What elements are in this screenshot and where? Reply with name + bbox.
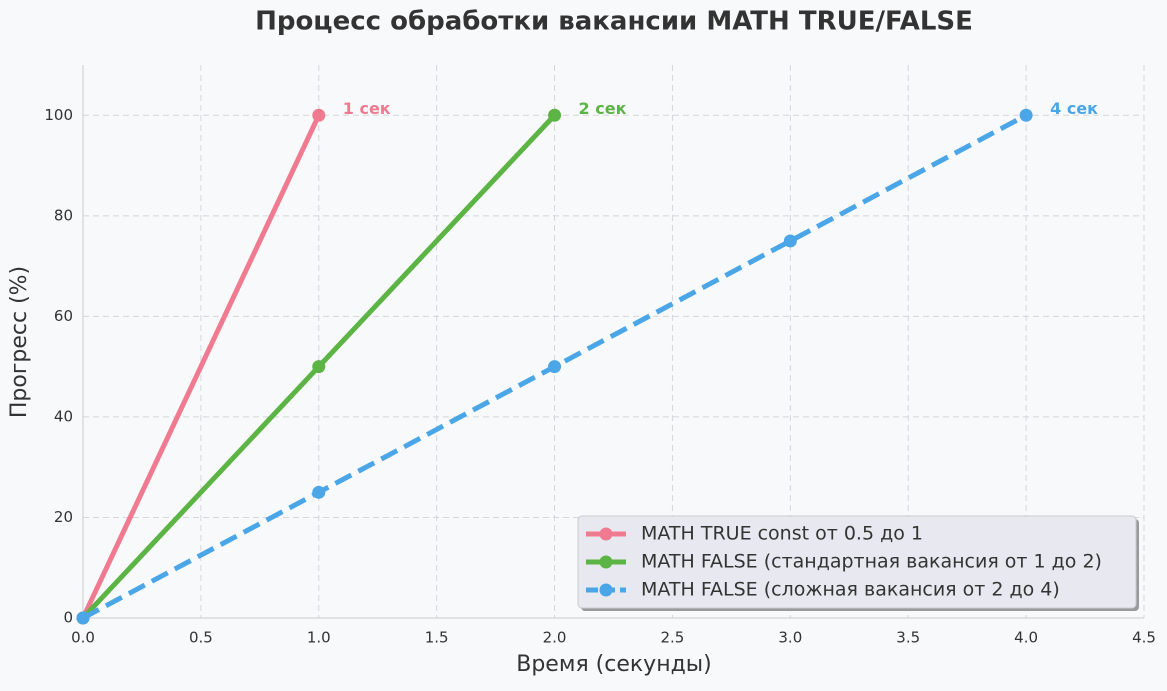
data-point	[76, 611, 90, 625]
x-tick-label: 3.0	[778, 629, 802, 647]
legend-label: MATH TRUE const от 0.5 до 1	[641, 523, 923, 545]
y-tick-label: 40	[54, 407, 73, 425]
x-tick-label: 4.5	[1132, 629, 1156, 647]
y-tick-label: 20	[54, 508, 73, 526]
annotation: 4 сек	[1050, 99, 1098, 118]
y-tick-label: 80	[54, 206, 73, 224]
y-tick-label: 100	[44, 106, 73, 124]
x-axis-label: Время (секунды)	[516, 652, 712, 677]
x-tick-label: 0.0	[71, 629, 95, 647]
data-point	[1019, 108, 1033, 122]
data-point	[312, 360, 326, 374]
data-point	[548, 360, 562, 374]
x-tick-label: 2.0	[543, 629, 567, 647]
data-point	[783, 234, 797, 248]
x-tick-label: 3.5	[896, 629, 920, 647]
legend: MATH TRUE const от 0.5 до 1 MATH FALSE (с…	[577, 515, 1139, 611]
annotation: 2 сек	[579, 99, 627, 118]
legend-label: MATH FALSE (сложная вакансия от 2 до 4)	[641, 579, 1060, 601]
x-tick-label: 4.0	[1014, 629, 1038, 647]
annotation: 1 сек	[343, 99, 391, 118]
data-point	[312, 485, 326, 499]
data-point	[548, 108, 562, 122]
y-tick-label: 60	[54, 307, 73, 325]
legend-marker	[599, 555, 613, 569]
legend-box	[577, 515, 1137, 609]
x-tick-label: 1.0	[307, 629, 331, 647]
legend-marker	[599, 527, 613, 541]
series-line	[80, 114, 322, 620]
x-tick-label: 2.5	[661, 629, 685, 647]
legend-marker	[599, 583, 613, 597]
y-axis-label: Прогресс (%)	[7, 266, 32, 418]
y-tick-label: 0	[63, 609, 73, 627]
legend-label: MATH FALSE (стандартная вакансия от 1 до…	[641, 551, 1102, 573]
x-tick-label: 0.5	[189, 629, 213, 647]
data-point	[312, 108, 326, 122]
chart-title: Процесс обработки вакансии MATH TRUE/FAL…	[255, 7, 973, 37]
x-tick-label: 1.5	[425, 629, 449, 647]
